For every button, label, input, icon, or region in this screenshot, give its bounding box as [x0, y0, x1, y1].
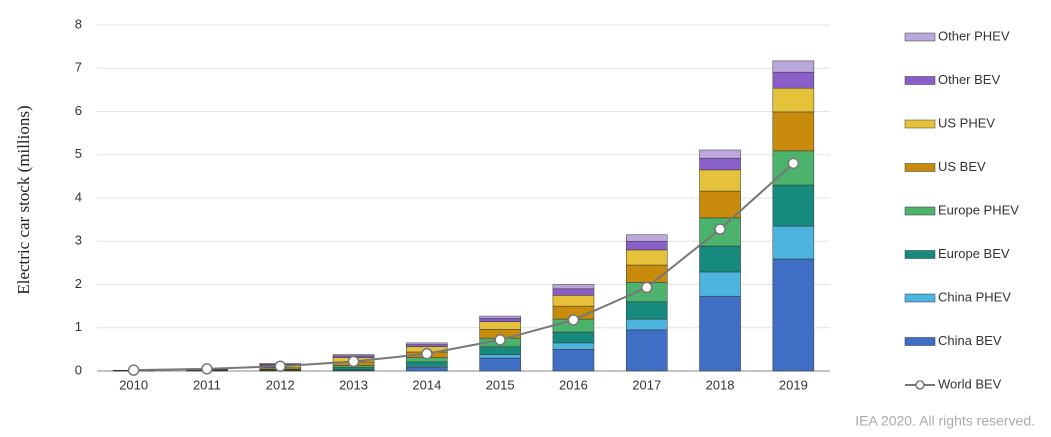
legend-swatch: [916, 381, 924, 389]
legend-swatch: [905, 251, 935, 259]
bar-segment: [773, 112, 814, 151]
bar-segment: [553, 343, 594, 349]
x-tick-label: 2019: [779, 377, 808, 392]
x-tick-label: 2010: [119, 377, 148, 392]
bar-segment: [480, 316, 521, 318]
x-tick-label: 2018: [706, 377, 735, 392]
bar-segment: [406, 343, 447, 345]
y-tick-label: 4: [75, 189, 82, 204]
line-marker: [422, 349, 432, 359]
x-tick-label: 2011: [193, 377, 221, 392]
legend-label: US PHEV: [938, 115, 995, 130]
legend-swatch: [905, 33, 935, 41]
legend-label: US BEV: [938, 159, 986, 174]
bar-segment: [553, 289, 594, 295]
bar-segment: [773, 226, 814, 259]
y-tick-label: 2: [75, 276, 82, 291]
y-tick-label: 8: [75, 16, 82, 31]
bar-segment: [406, 345, 447, 347]
y-tick-label: 3: [75, 233, 82, 248]
line-marker: [568, 315, 578, 325]
bar-segment: [700, 191, 741, 218]
bar-segment: [480, 322, 521, 330]
bar-segment: [700, 170, 741, 191]
bar-segment: [626, 235, 667, 241]
bar-segment: [553, 295, 594, 306]
line-marker: [202, 364, 212, 374]
bar-segment: [773, 259, 814, 371]
legend-swatch: [905, 207, 935, 215]
bar-segment: [773, 72, 814, 88]
legend-label: World BEV: [938, 376, 1002, 391]
line: [134, 163, 794, 370]
x-tick-label: 2015: [486, 377, 515, 392]
bar-segment: [700, 246, 741, 272]
bar-segment: [626, 330, 667, 371]
line-marker: [129, 365, 139, 375]
legend-swatch: [905, 120, 935, 128]
bar-segment: [773, 88, 814, 112]
x-tick-label: 2016: [559, 377, 588, 392]
line-marker: [788, 158, 798, 168]
line-marker: [349, 356, 359, 366]
bar-segment: [626, 250, 667, 265]
bar-segment: [773, 185, 814, 226]
legend-label: China PHEV: [938, 289, 1011, 304]
bar-segment: [773, 61, 814, 72]
y-tick-label: 6: [75, 103, 82, 118]
bar-segment: [480, 355, 521, 358]
line-marker: [495, 335, 505, 345]
bar-segment: [700, 150, 741, 158]
bar-segment: [626, 302, 667, 319]
line-marker: [642, 283, 652, 293]
bar-segment: [553, 285, 594, 289]
legend-label: Other BEV: [938, 72, 1000, 87]
x-tick-label: 2014: [412, 377, 441, 392]
legend-swatch: [905, 338, 935, 346]
bar-segment: [333, 355, 374, 356]
footer: IEA 2020. All rights reserved.: [855, 413, 1035, 429]
bar-segment: [480, 347, 521, 355]
bar-segment: [700, 158, 741, 170]
legend-label: China BEV: [938, 333, 1002, 348]
legend-swatch: [905, 77, 935, 85]
legend-label: Europe PHEV: [938, 202, 1019, 217]
legend-swatch: [905, 164, 935, 172]
bar-segment: [553, 332, 594, 343]
bar-segment: [626, 241, 667, 250]
line-marker: [715, 224, 725, 234]
bar-segment: [406, 362, 447, 366]
legend-label: Europe BEV: [938, 246, 1010, 261]
legend-label: Other PHEV: [938, 28, 1010, 43]
bar-segment: [626, 319, 667, 330]
bar-segment: [700, 296, 741, 371]
legend-swatch: [905, 294, 935, 302]
y-tick-label: 7: [75, 60, 82, 75]
bar-segment: [480, 318, 521, 321]
bar-segment: [333, 368, 374, 370]
x-tick-label: 2013: [339, 377, 368, 392]
bar-segment: [480, 358, 521, 371]
bar-segment: [626, 265, 667, 282]
x-tick-label: 2017: [632, 377, 661, 392]
y-tick-label: 0: [75, 362, 82, 377]
x-tick-label: 2012: [266, 377, 295, 392]
y-tick-label: 5: [75, 146, 82, 161]
y-axis-label: Electric car stock (millions): [14, 105, 33, 294]
bar-segment: [700, 272, 741, 296]
bar-segment: [406, 368, 447, 371]
line-marker: [275, 361, 285, 371]
bar-segment: [553, 349, 594, 371]
y-tick-label: 1: [75, 319, 82, 334]
